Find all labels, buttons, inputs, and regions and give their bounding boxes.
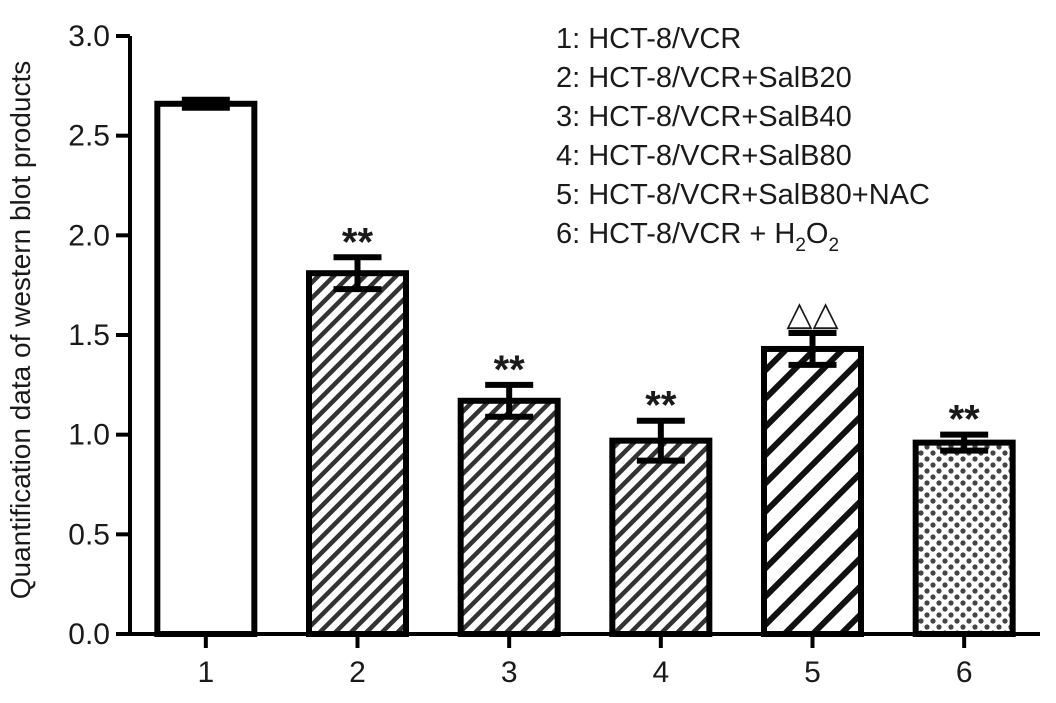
legend-entry-6-main: 6: HCT-8/VCR + — [556, 218, 774, 250]
bars — [154, 100, 1016, 638]
y-tick-label: 3.0 — [68, 20, 110, 53]
y-axis-label-text: Quantification data of western blot prod… — [5, 61, 36, 600]
bar — [912, 439, 1016, 638]
x-ticks: 1 2 3 4 5 6 — [197, 634, 973, 689]
bar — [306, 270, 409, 637]
y-ticks: 0.0 0.5 1.0 1.5 2.0 2.5 3.0 — [68, 20, 130, 651]
legend-entry-6-o: O — [806, 218, 829, 250]
legend-entry-1: 1: HCT-8/VCR — [556, 23, 741, 55]
significance-label: ** — [494, 348, 526, 392]
y-tick-label: 1.5 — [68, 319, 110, 352]
legend-entry-3: 3: HCT-8/VCR+SalB40 — [556, 101, 852, 133]
legend-entry-6-sub1: 2 — [795, 235, 806, 256]
x-tick-label: 1 — [197, 656, 214, 689]
x-tick-label: 3 — [501, 656, 518, 689]
legend-entry-6-sub2: 2 — [828, 235, 839, 256]
y-tick-label: 0.5 — [68, 518, 110, 551]
y-tick-label: 1.0 — [68, 419, 110, 452]
x-tick-label: 4 — [652, 656, 669, 689]
y-tick-label: 0.0 — [68, 618, 110, 651]
bar — [154, 100, 258, 638]
x-tick-label: 2 — [349, 656, 366, 689]
y-axis-label: Quantification data of western blot prod… — [5, 61, 36, 600]
significance-label: ** — [342, 220, 374, 264]
bar — [609, 437, 713, 637]
y-tick-label: 2.5 — [68, 120, 110, 153]
error-bars — [181, 96, 989, 464]
y-tick-label: 2.0 — [68, 219, 110, 252]
legend-entry-6: 6: HCT-8/VCR + H2O2 — [556, 218, 839, 256]
significance-label: △△ — [786, 295, 839, 333]
x-tick-label: 5 — [804, 656, 821, 689]
legend-entry-2: 2: HCT-8/VCR+SalB20 — [556, 62, 852, 94]
legend: 1: HCT-8/VCR 2: HCT-8/VCR+SalB20 3: HCT-… — [556, 23, 930, 256]
legend-entry-4: 4: HCT-8/VCR+SalB80 — [556, 140, 852, 172]
x-tick-label: 6 — [956, 656, 973, 689]
significance-label: ** — [949, 398, 981, 442]
bar — [457, 397, 561, 637]
legend-entry-6-h: H — [774, 218, 795, 250]
bar — [761, 345, 864, 637]
significance-label: ** — [645, 384, 677, 428]
significance-annotations: ** ** ** △△ ** — [342, 220, 980, 441]
legend-entry-5: 5: HCT-8/VCR+SalB80+NAC — [556, 179, 930, 211]
